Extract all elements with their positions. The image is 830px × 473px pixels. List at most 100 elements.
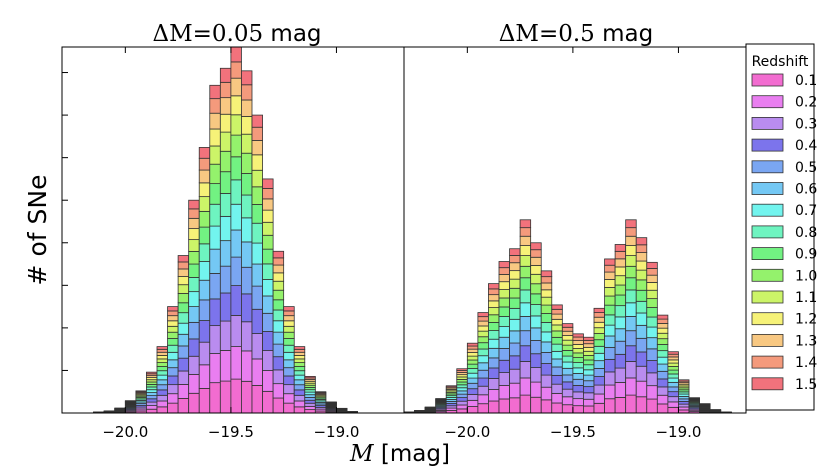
bar-segment xyxy=(519,235,532,246)
bar-segment xyxy=(656,323,669,329)
bar-segment xyxy=(646,385,658,400)
bar-segment xyxy=(209,98,221,114)
bar-segment xyxy=(635,396,648,414)
bar-segment xyxy=(456,393,468,398)
bar-segment xyxy=(635,365,648,382)
bar-segment xyxy=(230,46,242,63)
bar-segment xyxy=(177,276,190,286)
bar-segment xyxy=(519,245,532,256)
bar-segment xyxy=(146,389,158,393)
bar-segment xyxy=(498,359,510,374)
bar-segment xyxy=(283,331,295,339)
bar-segment xyxy=(304,399,316,404)
bar-segment xyxy=(519,255,532,267)
bar-segment xyxy=(593,402,605,414)
bar-segment xyxy=(230,156,242,181)
left-panel-title: ΔM=0.05 mag xyxy=(152,21,321,47)
bar-segment xyxy=(561,330,574,336)
bar-segment xyxy=(614,367,627,383)
bar-segment xyxy=(146,401,158,406)
bar-segment xyxy=(293,400,306,408)
bar-segment xyxy=(477,377,489,387)
bar-segment xyxy=(188,291,200,308)
bar-segment xyxy=(198,147,211,159)
bar-segment xyxy=(540,270,553,278)
bar-segment xyxy=(188,199,200,210)
bar-segment xyxy=(509,330,521,344)
bar-segment xyxy=(530,242,542,251)
bar-segment xyxy=(209,163,221,185)
bar-segment xyxy=(667,351,679,355)
bar-segment xyxy=(572,378,584,386)
bar-segment xyxy=(466,393,479,401)
bar-segment xyxy=(477,348,489,357)
bar-segment xyxy=(262,295,274,314)
bar-segment xyxy=(230,285,242,316)
bar-segment xyxy=(251,204,263,224)
bar-segment xyxy=(293,366,306,372)
bar-segment xyxy=(667,356,679,361)
bar-segment xyxy=(209,203,221,227)
bar-segment xyxy=(272,397,285,414)
bar-segment xyxy=(241,321,253,352)
bar-segment xyxy=(488,307,500,316)
bar-segment xyxy=(656,386,669,396)
legend-swatch xyxy=(751,95,784,109)
bar-segment xyxy=(509,397,521,414)
bar-segment xyxy=(188,239,200,252)
legend-entry-label: 0.3 xyxy=(795,116,817,132)
bar-segment xyxy=(230,77,242,97)
legend-swatch xyxy=(751,73,784,87)
bar-segment xyxy=(656,314,669,320)
bar-segment xyxy=(656,318,669,324)
bar-segment xyxy=(561,326,574,332)
bar-segment xyxy=(188,217,200,229)
bar-segment xyxy=(572,405,584,414)
bar-segment xyxy=(646,372,658,387)
bar-segment xyxy=(262,248,274,265)
bar-segment xyxy=(241,194,253,219)
bar-segment xyxy=(678,403,690,408)
bar-segment xyxy=(635,279,648,291)
bar-segment xyxy=(156,379,168,386)
bar-segment xyxy=(614,266,627,277)
bar-segment xyxy=(635,312,648,326)
bar-segment xyxy=(466,368,479,374)
bar-segment xyxy=(283,351,295,361)
bar-segment xyxy=(198,243,211,262)
bar-segment xyxy=(646,289,658,300)
bar-segment xyxy=(198,210,211,228)
bar-segment xyxy=(561,388,574,398)
bar-segment xyxy=(656,370,669,380)
bar-segment xyxy=(540,399,553,414)
bar-segment xyxy=(188,263,200,278)
bar-segment xyxy=(209,128,221,147)
bar-segment xyxy=(551,308,563,315)
bar-segment xyxy=(477,385,489,396)
right-panel-title: ΔM=0.5 mag xyxy=(499,21,653,47)
legend-entry-label: 1.3 xyxy=(795,333,817,349)
bar-segment xyxy=(219,131,232,152)
bar-segment xyxy=(583,350,595,356)
bar-segment xyxy=(219,240,232,267)
bar-segment xyxy=(646,348,658,361)
bar-segment xyxy=(604,258,616,266)
bar-segment xyxy=(540,313,553,323)
bar-segment xyxy=(519,345,532,362)
bar-segment xyxy=(209,183,221,205)
bar-segment xyxy=(219,192,232,217)
bar-segment xyxy=(646,337,658,350)
legend-entry-label: 0.4 xyxy=(795,138,817,154)
legend-entry-label: 0.2 xyxy=(795,95,817,111)
bar-segment xyxy=(540,289,553,298)
bar-segment xyxy=(262,198,274,211)
bar-segment xyxy=(635,237,648,246)
bar-segment xyxy=(198,169,211,184)
bar-segment xyxy=(540,386,553,401)
bar-segment xyxy=(156,346,168,350)
bar-segment xyxy=(198,182,211,198)
bar-segment xyxy=(466,399,479,407)
bar-segment xyxy=(167,310,179,317)
bar-segment xyxy=(519,219,532,229)
bar-segment xyxy=(209,112,221,130)
